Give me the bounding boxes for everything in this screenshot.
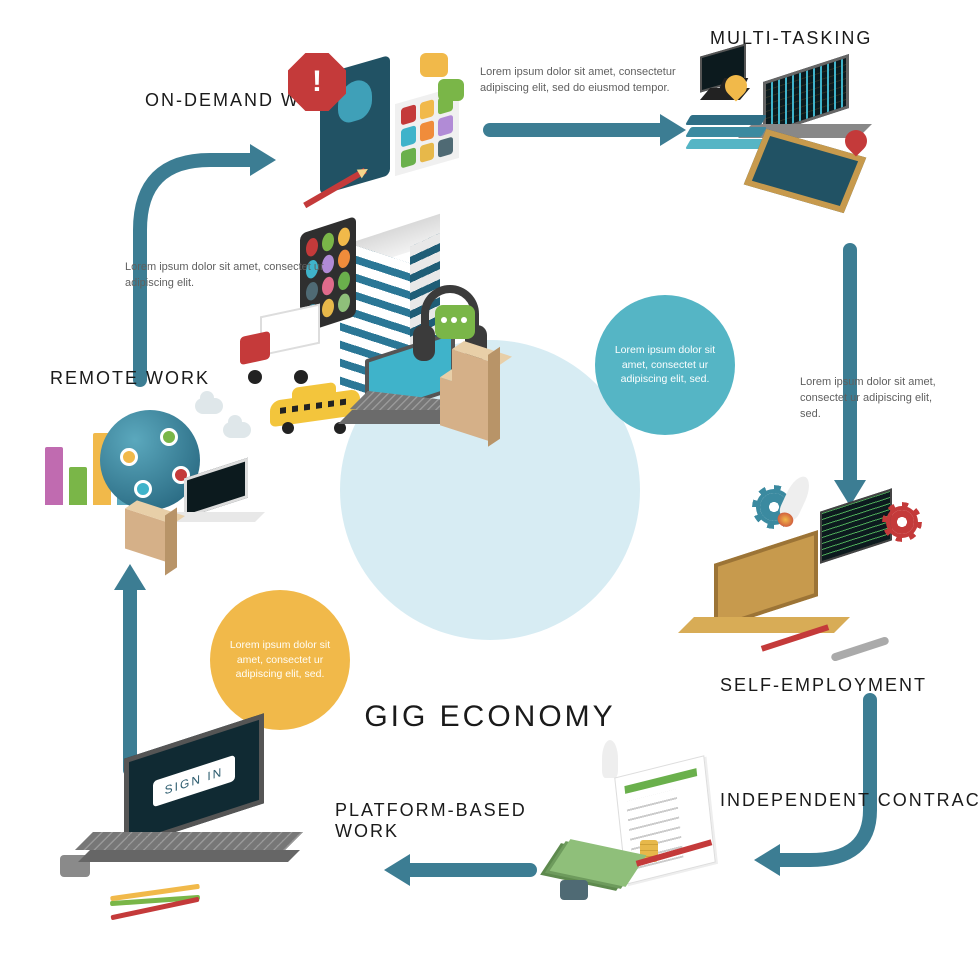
code-window-icon xyxy=(820,488,892,563)
laptop-icon xyxy=(170,480,260,540)
contracting-illustration xyxy=(530,770,790,930)
blurb-circle-teal: Lorem ipsum dolor sit amet, consectet ur… xyxy=(595,295,735,435)
infographic-canvas: GIG ECONOMY Lorem ipsum dolor sit amet, … xyxy=(0,0,980,980)
node-self-employment: SELF-EMPLOYMENT xyxy=(690,495,940,695)
warning-sign-icon: ! xyxy=(288,53,346,111)
rocket-icon xyxy=(602,740,618,778)
cloud-icon xyxy=(195,398,223,414)
map-pin-icon xyxy=(725,75,747,105)
main-title: GIG ECONOMY xyxy=(364,700,615,734)
node-remote-work: REMOTE WORK xyxy=(55,380,295,570)
chat-bubble-icon xyxy=(435,305,475,339)
mug-icon xyxy=(560,880,588,900)
multitask-illustration xyxy=(670,30,930,230)
self-employment-illustration xyxy=(690,495,940,695)
on-demand-illustration: ! xyxy=(260,35,520,215)
blurb-upper-left: Lorem ipsum dolor sit amet, consectet ur… xyxy=(125,260,335,292)
pencils-icon xyxy=(110,890,220,898)
gear-icon xyxy=(890,510,914,534)
blurb-circle-yellow: Lorem ipsum dolor sit amet, consectet ur… xyxy=(210,590,350,730)
truck-icon xyxy=(240,310,330,380)
platform-illustration: SIGN IN xyxy=(80,760,400,940)
books-icon xyxy=(688,115,764,149)
map-pin-icon xyxy=(845,130,867,160)
cloud-icon xyxy=(223,422,251,438)
blurb-right: Lorem ipsum dolor sit amet, consectet ur… xyxy=(800,375,940,423)
hub xyxy=(340,340,640,640)
node-on-demand: ON-DEMAND WORK ! xyxy=(260,35,520,215)
node-platform-based: PLATFORM-BASED WORK SIGN IN xyxy=(80,760,400,940)
chat-bubble-icon xyxy=(438,79,464,101)
node-independent-contracting: INDEPENDENT CONTRACTING xyxy=(530,770,790,930)
package-icon xyxy=(125,509,165,562)
node-multi-tasking: MULTI-TASKING xyxy=(670,30,930,230)
remote-illustration xyxy=(55,380,295,570)
sign-in-button-label: SIGN IN xyxy=(153,755,236,808)
chat-bubble-icon xyxy=(420,53,448,77)
